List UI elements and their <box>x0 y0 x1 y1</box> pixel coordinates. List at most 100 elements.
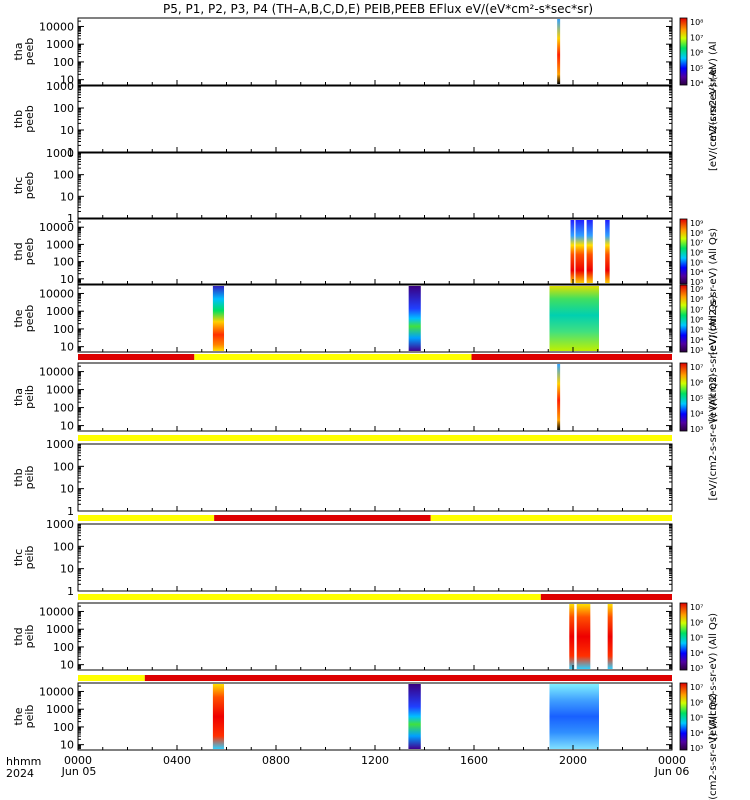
colorbar <box>679 602 688 671</box>
y-tick-label: 100 <box>53 402 74 415</box>
x-tick-label: 1200 <box>361 754 389 767</box>
y-axis-label: tha <box>12 388 25 406</box>
x-axis-start-date: Jun 05 <box>61 765 97 778</box>
colorbar-tick-label: 10⁷ <box>690 305 703 314</box>
colorbar-tick-label: 10⁷ <box>690 239 703 248</box>
colorbar-tick-label: 10³ <box>690 425 703 434</box>
side-unit-label: [eV/(cm2-s-sr-eV) (Al <box>708 67 719 171</box>
y-tick-label: 100 <box>53 323 74 336</box>
x-axis-label-hhmm: hhmm <box>6 755 41 768</box>
spectrogram-block <box>549 286 599 351</box>
spectrogram-block <box>607 604 613 669</box>
colorbar-tick-label: 10⁴ <box>690 336 703 345</box>
panel-frame <box>77 17 673 86</box>
spectrogram-block <box>569 604 575 669</box>
colorbar <box>679 362 688 432</box>
y-tick-label: 10 <box>60 341 74 354</box>
spectrogram-block <box>605 220 610 283</box>
y-axis-label: thc <box>12 549 25 566</box>
y-tick-label: 1 <box>67 505 74 518</box>
colorbar-unit-label: [eV/(cm2-s-sr-eV) (All Qs) <box>708 613 719 740</box>
y-tick-label: 10 <box>60 420 74 433</box>
y-axis-label: the <box>12 707 25 725</box>
y-axis-label: thb <box>12 110 25 128</box>
y-tick-label: 10000 <box>39 20 74 33</box>
colorbar-tick-label: 10⁹ <box>690 219 703 228</box>
y-tick-label: 10000 <box>39 366 74 379</box>
colorbar-tick-label: 10⁴ <box>690 649 703 658</box>
colorbar-unit-label: [eV/(cm2-s-sr-eV) (All Qs) <box>708 373 719 500</box>
colorbar-tick-label: 10⁵ <box>690 394 703 403</box>
y-axis-label: thb <box>12 468 25 486</box>
quality-bar-segment <box>78 435 672 441</box>
spectrogram-block <box>576 604 591 669</box>
panel-frame <box>77 85 673 153</box>
x-tick-label: 2000 <box>559 754 587 767</box>
y-tick-label: 10000 <box>39 221 74 234</box>
x-axis-label-year: 2024 <box>6 767 34 780</box>
spectrogram-block <box>557 19 561 84</box>
y-axis-label: peib <box>23 546 36 570</box>
y-axis-label: peib <box>23 466 36 490</box>
y-tick-label: 1000 <box>46 703 74 716</box>
quality-bar-segment <box>194 354 472 360</box>
y-axis-label: peeb <box>23 38 36 66</box>
colorbar-tick-label: 10⁶ <box>690 698 703 707</box>
y-tick-label: 1 <box>67 146 74 159</box>
x-tick-label: 0800 <box>262 754 290 767</box>
quality-bar-segment <box>430 515 672 521</box>
y-tick-label: 1000 <box>46 238 74 251</box>
panel-the_peeb: 10000100010010thepeeb10⁹10⁸10⁷10⁶10⁵10⁴1… <box>12 284 719 422</box>
x-tick-label: 1600 <box>460 754 488 767</box>
quality-bar-segment <box>78 354 195 360</box>
y-axis-label: peeb <box>23 172 36 200</box>
x-axis-end-date: Jun 06 <box>654 765 690 778</box>
y-tick-label: 10000 <box>39 685 74 698</box>
y-tick-label: 10 <box>60 273 74 286</box>
colorbar-tick-label: 10⁸ <box>690 18 703 27</box>
y-tick-label: 1000 <box>46 38 74 51</box>
y-tick-label: 10 <box>60 483 74 496</box>
y-tick-label: 10 <box>60 659 74 672</box>
x-tick-label: 0400 <box>163 754 191 767</box>
colorbar-tick-label: 10⁵ <box>690 326 703 335</box>
panel-frame <box>77 443 673 512</box>
colorbar <box>679 218 688 285</box>
colorbar <box>679 682 688 751</box>
y-tick-label: 10 <box>60 190 74 203</box>
quality-bar-segment <box>78 675 145 681</box>
spectrogram-block <box>212 684 225 749</box>
colorbar-unit-label: [eV/(cm2-s-sr-eV) (All Qs) <box>708 693 719 800</box>
y-tick-label: 10 <box>60 563 74 576</box>
y-axis-label: peib <box>23 625 36 649</box>
figure-title: P5, P1, P2, P3, P4 (TH–A,B,C,D,E) PEIB,P… <box>163 2 593 16</box>
y-tick-label: 1000 <box>46 438 74 451</box>
y-tick-label: 1 <box>67 212 74 225</box>
quality-bar-segment <box>540 594 672 600</box>
colorbar-tick-label: 10⁸ <box>690 295 703 304</box>
spectrogram-block <box>549 684 599 749</box>
colorbar-tick-label: 10⁷ <box>690 683 703 692</box>
colorbar-tick-label: 10³ <box>690 744 703 753</box>
quality-bar-segment <box>78 515 215 521</box>
y-tick-label: 1000 <box>46 305 74 318</box>
colorbar-unit-label: eV/(cm2-s-sr-eV) (Al <box>708 41 719 141</box>
colorbar-tick-label: 10³ <box>690 278 703 287</box>
x-axis-ticks: 0000 0400 0800 1200 1600 2000 0000 <box>64 754 686 767</box>
colorbar-tick-label: 10⁶ <box>690 249 703 258</box>
y-tick-label: 100 <box>53 56 74 69</box>
y-tick-label: 100 <box>53 460 74 473</box>
colorbar-tick-label: 10⁶ <box>690 379 703 388</box>
spectrogram-block <box>570 220 575 283</box>
y-tick-label: 10 <box>60 124 74 137</box>
y-axis-label: peeb <box>23 105 36 133</box>
colorbar-tick-label: 10⁵ <box>690 258 703 267</box>
colorbar-tick-label: 10⁵ <box>690 714 703 723</box>
colorbar-tick-label: 10³ <box>690 346 703 355</box>
